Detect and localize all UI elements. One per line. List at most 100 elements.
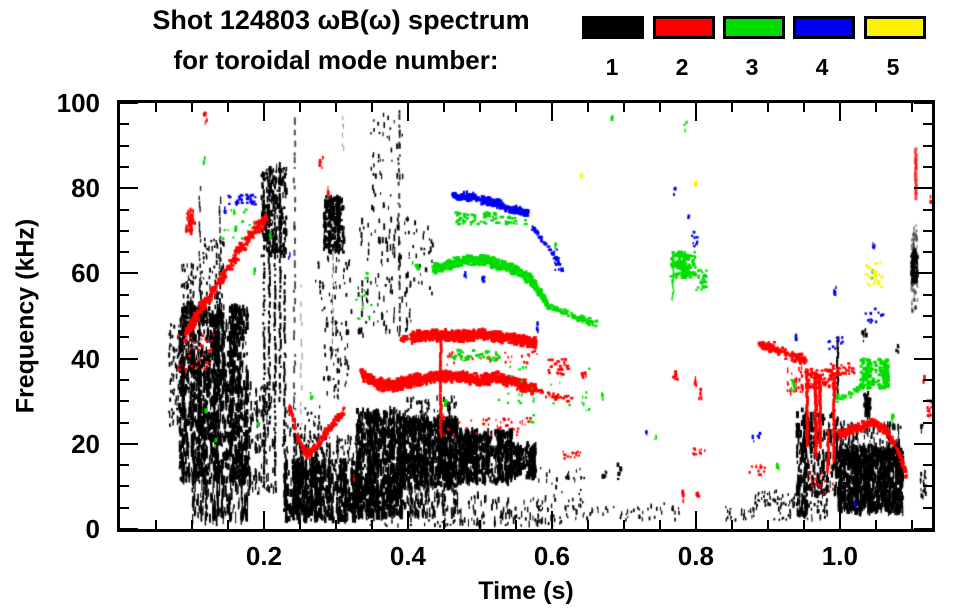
plot-title-line1: Shot 124803 ωB(ω) spectrum [152, 5, 530, 35]
x-tick-label: 0.6 [533, 541, 570, 571]
axis-tick [120, 230, 129, 232]
axis-tick [914, 528, 932, 530]
legend-label-mode1: 1 [605, 54, 619, 80]
legend-swatch-mode2 [653, 16, 715, 39]
axis-tick [923, 400, 932, 402]
axis-tick [120, 528, 138, 530]
axis-tick [120, 315, 129, 317]
y-tick-label: 100 [56, 88, 100, 118]
axis-tick [443, 520, 445, 529]
axis-tick [623, 103, 625, 112]
axis-tick [923, 464, 932, 466]
axis-tick [923, 485, 932, 487]
axis-tick [299, 520, 301, 529]
axis-tick [914, 187, 932, 189]
axis-tick [515, 520, 517, 529]
axis-tick [923, 294, 932, 296]
axis-tick [731, 520, 733, 529]
axis-tick [120, 485, 129, 487]
axis-tick [407, 103, 409, 121]
axis-tick [120, 336, 129, 338]
axis-tick [914, 443, 932, 445]
legend-swatch-mode5 [864, 16, 926, 39]
y-tick-label: 0 [85, 514, 100, 544]
axis-tick [191, 103, 193, 112]
axis-tick [479, 520, 481, 529]
axis-tick [120, 464, 129, 466]
legend-label-mode3: 3 [745, 54, 759, 80]
axis-tick [120, 272, 138, 274]
axis-tick [191, 520, 193, 529]
legend-swatch-mode4 [793, 16, 855, 39]
axis-tick [767, 520, 769, 529]
plot-title-line2: for toroidal mode number: [173, 45, 499, 75]
axis-tick [923, 145, 932, 147]
axis-tick [923, 336, 932, 338]
axis-tick [155, 103, 157, 112]
axis-tick [515, 103, 517, 112]
y-tick-label: 40 [71, 343, 100, 374]
axis-tick [731, 103, 733, 112]
axis-tick [914, 102, 932, 104]
axis-tick [911, 520, 913, 529]
y-tick-label: 80 [71, 173, 100, 204]
legend-swatch-mode3 [723, 16, 785, 39]
x-tick-label: 0.8 [677, 541, 714, 571]
axis-tick [875, 520, 877, 529]
x-axis-label: Time (s) [478, 577, 574, 605]
axis-tick [120, 358, 138, 360]
axis-tick [120, 102, 138, 104]
axis-tick [923, 315, 932, 317]
axis-tick [120, 166, 129, 168]
axis-tick [120, 145, 129, 147]
plot-area [117, 100, 935, 532]
y-tick-label: 20 [71, 428, 100, 459]
axis-tick [587, 103, 589, 112]
axis-tick [335, 520, 337, 529]
spectrogram-canvas [120, 103, 932, 529]
axis-tick [120, 379, 129, 381]
axis-tick [120, 507, 129, 509]
axis-tick [875, 103, 877, 112]
axis-tick [923, 422, 932, 424]
axis-tick [695, 511, 697, 529]
axis-tick [443, 103, 445, 112]
axis-tick [914, 272, 932, 274]
axis-tick [923, 230, 932, 232]
axis-tick [263, 511, 265, 529]
axis-tick [155, 520, 157, 529]
axis-tick [479, 103, 481, 112]
legend-swatch-mode1 [582, 16, 644, 39]
axis-tick [623, 520, 625, 529]
axis-tick [371, 520, 373, 529]
y-tick-label: 60 [71, 258, 100, 289]
legend-label-mode5: 5 [886, 54, 900, 80]
axis-tick [914, 358, 932, 360]
axis-tick [551, 103, 553, 121]
axis-tick [120, 400, 129, 402]
legend-label-mode2: 2 [675, 54, 689, 80]
axis-tick [923, 166, 932, 168]
axis-tick [923, 251, 932, 253]
axis-tick [263, 103, 265, 121]
axis-tick [659, 103, 661, 112]
axis-tick [407, 511, 409, 529]
x-tick-label: 0.4 [389, 541, 427, 571]
axis-tick [923, 379, 932, 381]
axis-tick [923, 209, 932, 211]
axis-tick [695, 103, 697, 121]
axis-tick [227, 520, 229, 529]
x-tick-label: 0.2 [245, 541, 283, 571]
axis-tick [839, 103, 841, 121]
legend-label-mode4: 4 [815, 54, 829, 80]
axis-tick [923, 507, 932, 509]
axis-tick [767, 103, 769, 112]
y-axis-label: Frequency (kHz) [11, 218, 40, 414]
axis-tick [120, 251, 129, 253]
axis-tick [120, 294, 129, 296]
axis-tick [587, 520, 589, 529]
axis-tick [803, 520, 805, 529]
axis-tick [839, 511, 841, 529]
axis-tick [371, 103, 373, 112]
